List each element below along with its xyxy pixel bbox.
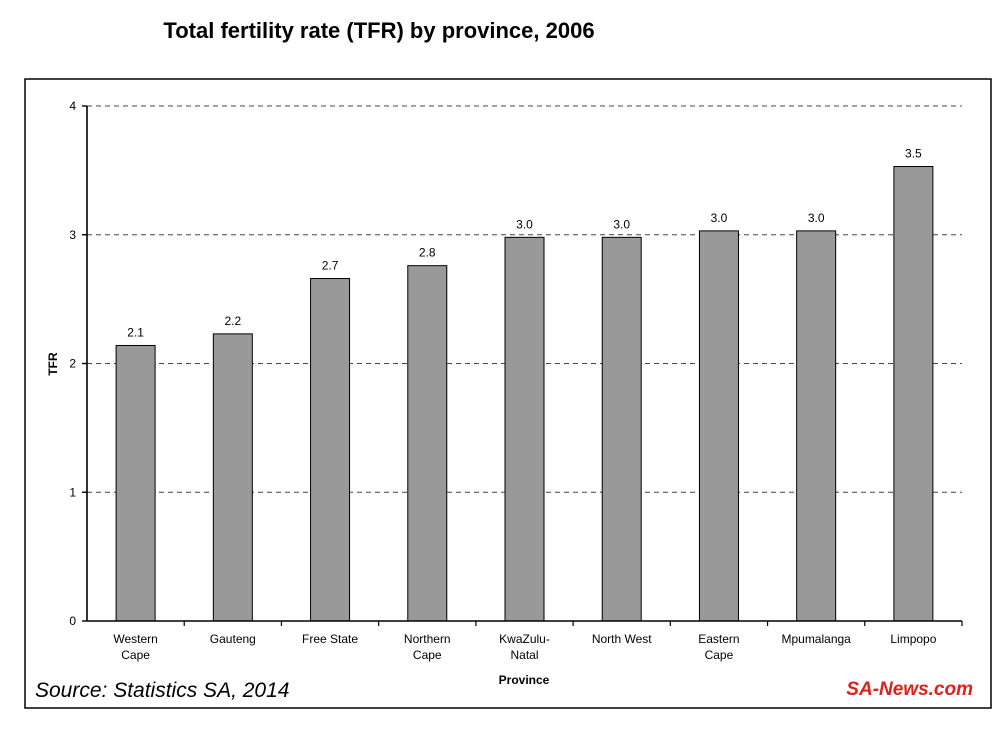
y-tick-label: 2 [69, 357, 76, 371]
source-note: Source: Statistics SA, 2014 [35, 679, 289, 702]
y-tick-label: 0 [69, 614, 76, 628]
bar [504, 236, 545, 622]
x-tick-label: Northern Cape [404, 632, 451, 662]
x-tick-label: Free State [302, 632, 358, 646]
data-label: 2.1 [127, 325, 144, 339]
x-tick-label: Western Cape [113, 632, 157, 662]
data-labels: 2.1 2.2 2.7 2.8 3.0 3.0 3.0 3.0 3.5 [127, 147, 922, 340]
y-tick-label: 4 [69, 99, 76, 113]
bar [893, 166, 934, 622]
data-label: 3.0 [613, 217, 630, 231]
x-tick-label: Eastern Cape [698, 632, 739, 662]
bar [212, 333, 253, 622]
data-label: 3.0 [711, 211, 728, 225]
x-tick-label: North West [592, 632, 652, 646]
data-label: 2.8 [419, 246, 436, 260]
x-axis-label: Province [499, 673, 550, 687]
y-axis-ticks: 0 1 2 3 4 [69, 99, 87, 628]
bar [407, 265, 448, 622]
x-tick-label: Limpopo [890, 632, 936, 646]
x-tick-label: KwaZulu-Natal [499, 632, 550, 662]
y-axis-label: TFR [46, 352, 60, 376]
bar [698, 230, 739, 622]
data-label: 2.2 [224, 314, 241, 328]
bars [115, 166, 934, 622]
data-label: 3.0 [516, 217, 533, 231]
bar [310, 278, 351, 622]
x-tick-label: Gauteng [210, 632, 256, 646]
data-label: 3.0 [808, 211, 825, 225]
bar [796, 230, 837, 622]
data-label: 3.5 [905, 147, 922, 161]
bar [601, 236, 642, 622]
sa-news-watermark: SA-News.com [846, 679, 973, 700]
chart-title: Total fertility rate (TFR) by province, … [163, 18, 595, 43]
x-axis-ticks: Western Cape Gauteng Free State Northern Cape… [113, 621, 963, 662]
data-label: 2.7 [322, 259, 339, 273]
y-tick-label: 1 [69, 485, 76, 499]
bar [115, 344, 156, 622]
y-tick-label: 3 [69, 228, 76, 242]
x-tick-label: Mpumalanga [781, 632, 851, 646]
